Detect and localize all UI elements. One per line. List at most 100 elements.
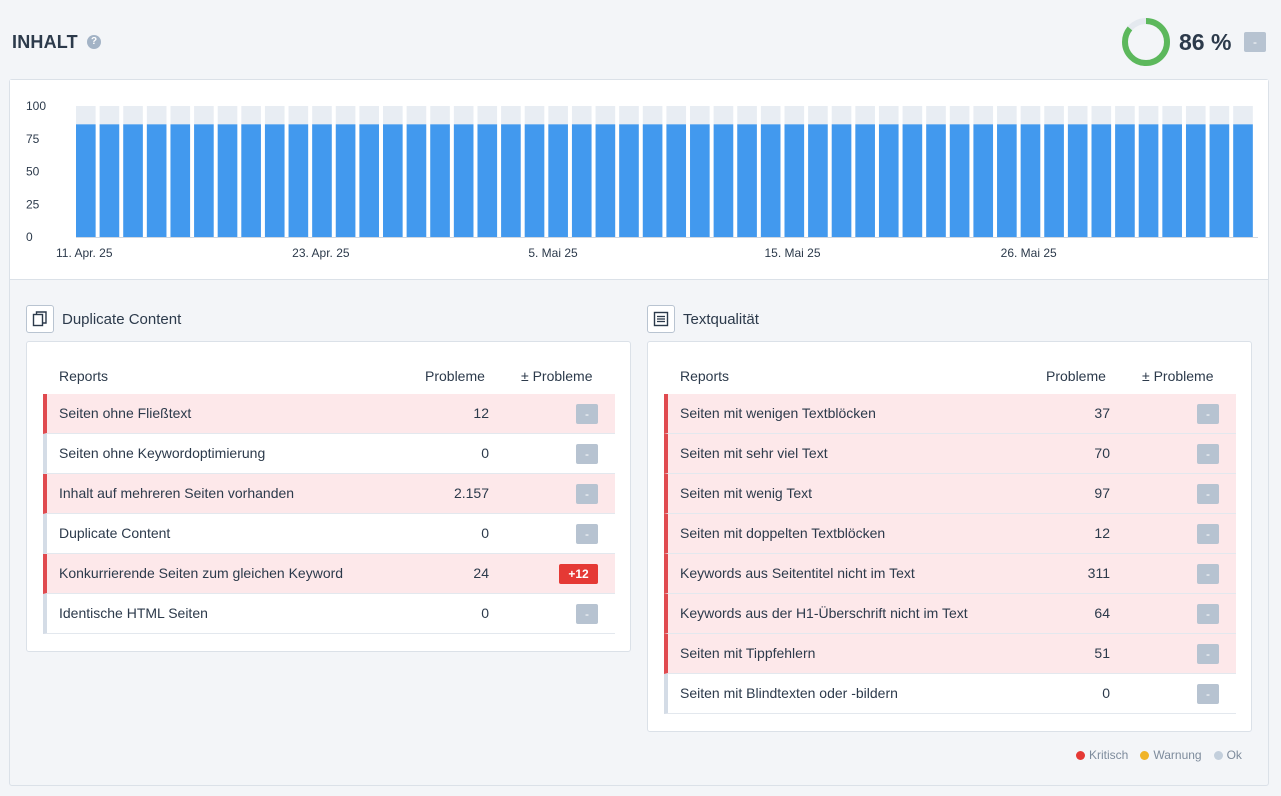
header: INHALT ? 86 % - [0,0,1281,80]
bar[interactable] [949,124,970,237]
table-row[interactable]: Seiten mit sehr viel Text 70 - [664,434,1236,474]
report-link[interactable]: Seiten mit Tippfehlern [680,645,816,661]
legend-label: Ok [1226,748,1242,762]
bar[interactable] [1067,124,1088,237]
bar[interactable] [548,124,568,237]
bar[interactable] [1233,124,1253,237]
report-link[interactable]: Duplicate Content [59,525,171,541]
bar[interactable] [760,124,781,237]
bar[interactable] [288,124,309,237]
bar[interactable] [453,124,474,237]
bar[interactable] [123,124,143,237]
table-row[interactable]: Seiten mit wenigen Textblöcken 37 - [664,394,1236,434]
problem-count: 12 [473,405,489,421]
table-row[interactable]: Seiten mit wenig Text 97 - [664,474,1236,514]
y-tick-label: 50 [26,165,40,179]
bar[interactable] [926,124,946,237]
table-row[interactable]: Seiten ohne Keywordoptimierung 0 - [43,434,615,474]
problem-count: 0 [1102,685,1110,701]
history-chart: 100 75 50 25 0 11. Apr. 25 23. Apr. 25 5. Mai 2… [10,80,1268,280]
bar[interactable] [1185,124,1206,237]
bar[interactable] [737,124,757,237]
report-link[interactable]: Keywords aus der H1-Überschrift nicht im… [680,605,968,621]
bar[interactable] [690,124,710,237]
bar[interactable] [501,124,521,237]
bar[interactable] [477,124,498,237]
bar[interactable] [194,124,214,237]
bar[interactable] [642,124,663,237]
bar[interactable] [1091,124,1112,237]
bar[interactable] [383,124,403,237]
bar[interactable] [878,124,899,237]
bar[interactable] [997,124,1017,237]
problem-count: 0 [481,445,489,461]
table-row[interactable]: Seiten mit Tippfehlern 51 - [664,634,1236,674]
y-tick-label: 75 [26,132,40,146]
col-probleme: Probleme [425,368,485,384]
bar[interactable] [99,124,120,237]
bar[interactable] [335,124,356,237]
report-link[interactable]: Seiten mit wenigen Textblöcken [680,405,876,421]
bar[interactable] [430,124,450,237]
table-row[interactable]: Inhalt auf mehreren Seiten vorhanden 2.15… [43,474,615,514]
bar[interactable] [595,124,616,237]
bar[interactable] [264,124,285,237]
report-link[interactable]: Konkurrierende Seiten zum gleichen Keywo… [59,565,344,581]
textqualitaet-panel: Reports Probleme ± Probleme Seiten mit w… [647,341,1252,732]
score-change-badge: - [1244,32,1266,52]
table-row[interactable]: Duplicate Content 0 - [43,514,615,554]
bar[interactable] [902,124,923,237]
table-row[interactable]: Identische HTML Seiten 0 - [43,594,615,634]
report-link[interactable]: Seiten mit wenig Text [680,485,813,501]
bar[interactable] [241,124,261,237]
bar[interactable] [1020,124,1041,237]
bar[interactable] [855,124,875,237]
help-icon[interactable]: ? [87,35,101,49]
bar[interactable] [359,124,380,237]
bar[interactable] [312,124,332,237]
table-row[interactable]: Seiten ohne Fließtext 12 - [43,394,615,434]
report-link[interactable]: Seiten mit sehr viel Text [680,445,828,461]
x-tick-label: 26. Mai 25 [1001,246,1057,260]
report-link[interactable]: Keywords aus Seitentitel nicht im Text [680,565,915,581]
bar[interactable] [713,124,734,237]
bar[interactable] [808,124,828,237]
report-link[interactable]: Seiten mit doppelten Textblöcken [680,525,886,541]
bar[interactable] [406,124,427,237]
bar[interactable] [619,124,639,237]
bar[interactable] [1044,124,1064,237]
bar[interactable] [973,124,994,237]
document-text-icon [647,305,675,333]
table-row[interactable]: Seiten mit Blindtexten oder -bildern 0 - [664,674,1236,714]
bar-chart: 100 75 50 25 0 11. Apr. 25 23. Apr. 25 5. Mai 2… [26,99,1258,260]
bar[interactable] [76,124,96,237]
report-link[interactable]: Identische HTML Seiten [59,605,208,621]
col-delta-probleme: ± Probleme [1142,368,1214,384]
table-row[interactable]: Keywords aus Seitentitel nicht im Text 31… [664,554,1236,594]
bar[interactable] [831,124,852,237]
report-link[interactable]: Inhalt auf mehreren Seiten vorhanden [59,485,295,501]
bar[interactable] [1138,124,1159,237]
bar[interactable] [1209,124,1230,237]
bar[interactable] [217,124,238,237]
section-title: Duplicate Content [62,310,182,328]
report-link[interactable]: Seiten ohne Fließtext [59,405,192,421]
bar[interactable] [571,124,592,237]
table-row[interactable]: Keywords aus der H1-Überschrift nicht im… [664,594,1236,634]
bar[interactable] [1162,124,1182,237]
bar[interactable] [784,124,805,237]
report-link[interactable]: Seiten ohne Keywordoptimierung [59,445,266,461]
bar[interactable] [524,124,545,237]
x-tick-label: 15. Mai 25 [764,246,820,260]
report-link[interactable]: Seiten mit Blindtexten oder -bildern [680,685,898,701]
bar[interactable] [170,124,191,237]
bar[interactable] [1115,124,1135,237]
legend-item: Kritisch [1076,748,1128,762]
bar[interactable] [666,124,687,237]
table-row[interactable]: Seiten mit doppelten Textblöcken 12 - [664,514,1236,554]
bar[interactable] [146,124,167,237]
delta-badge: - [576,604,598,624]
col-reports: Reports [59,368,109,384]
table-row[interactable]: Konkurrierende Seiten zum gleichen Keywo… [43,554,615,594]
delta-badge: - [1197,404,1219,424]
